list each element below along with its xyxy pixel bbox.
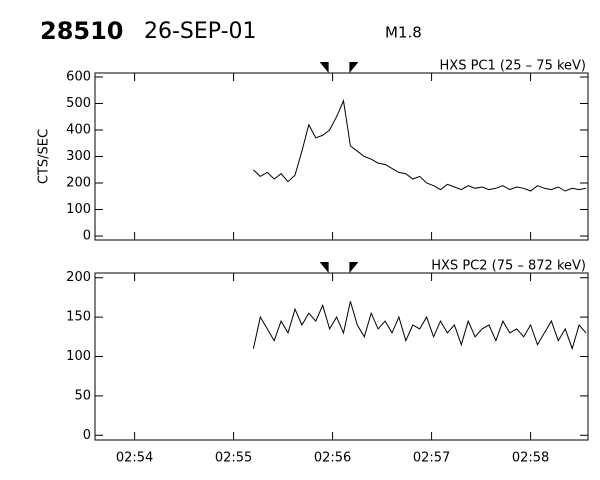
y-tick-label: 50	[74, 388, 91, 403]
y-tick-label: 0	[83, 229, 91, 244]
y-tick-label: 0	[83, 428, 91, 443]
x-tick-label: 02:57	[413, 451, 450, 466]
plot-frame	[94, 72, 589, 241]
y-tick-label: 100	[66, 202, 91, 217]
flare-class: M1.8	[385, 24, 422, 42]
event-id: 28510	[40, 17, 124, 45]
data-line	[253, 99, 587, 192]
time-marker	[349, 262, 359, 273]
y-tick-label: 300	[66, 149, 91, 164]
y-tick-label: 200	[66, 270, 91, 285]
y-tick-label: 150	[66, 310, 91, 325]
y-tick-label: 600	[66, 69, 91, 84]
date: 26-SEP-01	[144, 19, 257, 44]
plot-frame	[94, 272, 589, 441]
panel-title: HXS PC2 (75 – 872 keV)	[431, 259, 586, 274]
panel-title: HXS PC1 (25 – 75 keV)	[440, 59, 586, 74]
time-marker	[319, 62, 329, 73]
y-tick-label: 200	[66, 176, 91, 191]
time-marker	[319, 262, 329, 273]
y-tick-label: 500	[66, 96, 91, 111]
time-marker	[349, 62, 359, 73]
y-tick-label: 100	[66, 349, 91, 364]
x-tick-label: 02:58	[512, 451, 549, 466]
x-tick-label: 02:56	[314, 451, 351, 466]
x-tick-label: 02:54	[116, 451, 153, 466]
data-line	[252, 301, 587, 351]
y-tick-label: 400	[66, 122, 91, 137]
y-axis-label: CTS/SEC	[37, 129, 52, 184]
x-tick-label: 02:55	[215, 451, 252, 466]
